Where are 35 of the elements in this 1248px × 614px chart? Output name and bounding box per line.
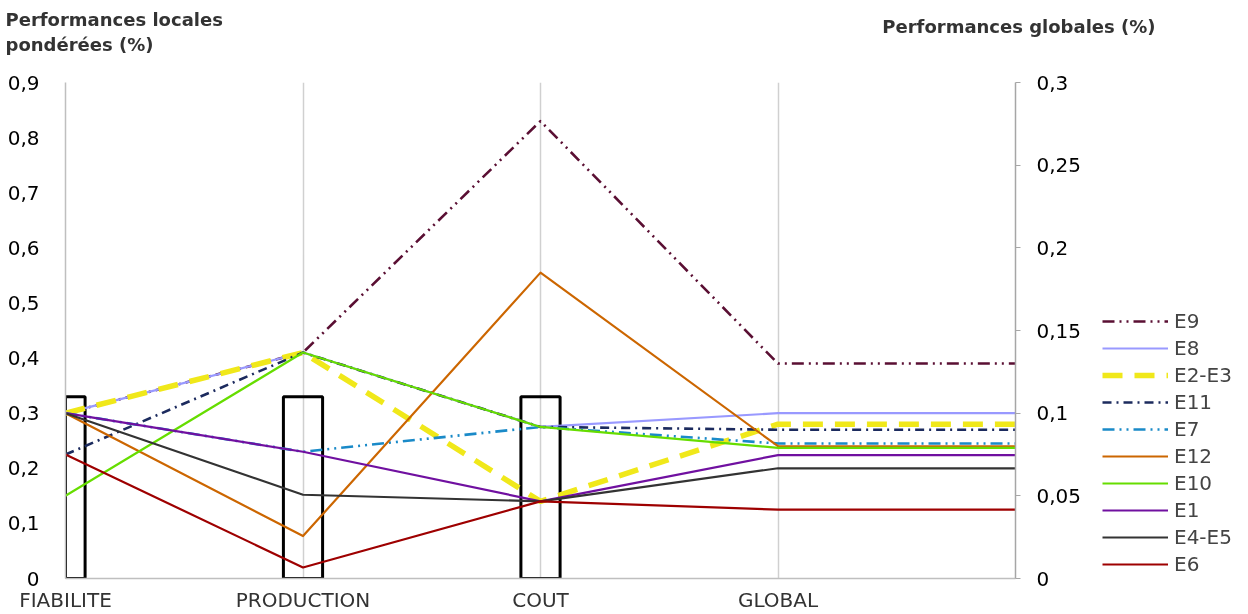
y2-axis-title: Performances globales (%) — [882, 15, 1156, 37]
y-tick-label: 0,2 — [7, 456, 40, 481]
line-series — [65, 271, 1016, 538]
y2-tick-label: 0,1 — [1036, 401, 1069, 426]
y-tick-label: 0,1 — [7, 511, 40, 536]
y-tick-label: 0,5 — [7, 290, 40, 315]
legend-label: E8 — [1174, 336, 1200, 360]
y-tick-label: 0,7 — [7, 180, 40, 205]
y-tick-label: 0,8 — [7, 125, 40, 150]
y2-tick-label: 0,25 — [1036, 153, 1082, 178]
line-series — [65, 412, 1016, 503]
legend-label: E6 — [1174, 552, 1200, 576]
line-series — [65, 453, 1016, 569]
y-tick-label: 0,6 — [7, 235, 40, 260]
legend-label: E11 — [1174, 390, 1213, 414]
y-tick-label: 0,3 — [7, 401, 40, 426]
y2-tick-label: 0,2 — [1036, 235, 1069, 260]
legend-label: E10 — [1174, 471, 1213, 495]
line-series — [65, 351, 1016, 456]
legend-label: E4-E5 — [1174, 525, 1232, 549]
x-tick-label: COUT — [512, 587, 570, 612]
legend-label: E2-E3 — [1174, 363, 1232, 387]
y-axis-title: Performances locales pondérées (%) — [5, 8, 223, 55]
y-tick-label: 0,9 — [7, 70, 40, 95]
x-tick-label: PRODUCTION — [235, 587, 371, 612]
legend-label: E12 — [1174, 444, 1213, 468]
legend-label: E1 — [1174, 498, 1200, 522]
y2-tick-label: 0,05 — [1036, 483, 1082, 508]
y2-tick-label: 0 — [1036, 566, 1050, 591]
x-tick-label: GLOBAL — [737, 587, 819, 612]
y2-tick-label: 0,3 — [1036, 70, 1069, 95]
legend-label: E7 — [1174, 417, 1200, 441]
legend-label: E9 — [1174, 309, 1200, 333]
y2-tick-label: 0,15 — [1036, 318, 1082, 343]
y-tick-label: 0,4 — [7, 346, 40, 371]
